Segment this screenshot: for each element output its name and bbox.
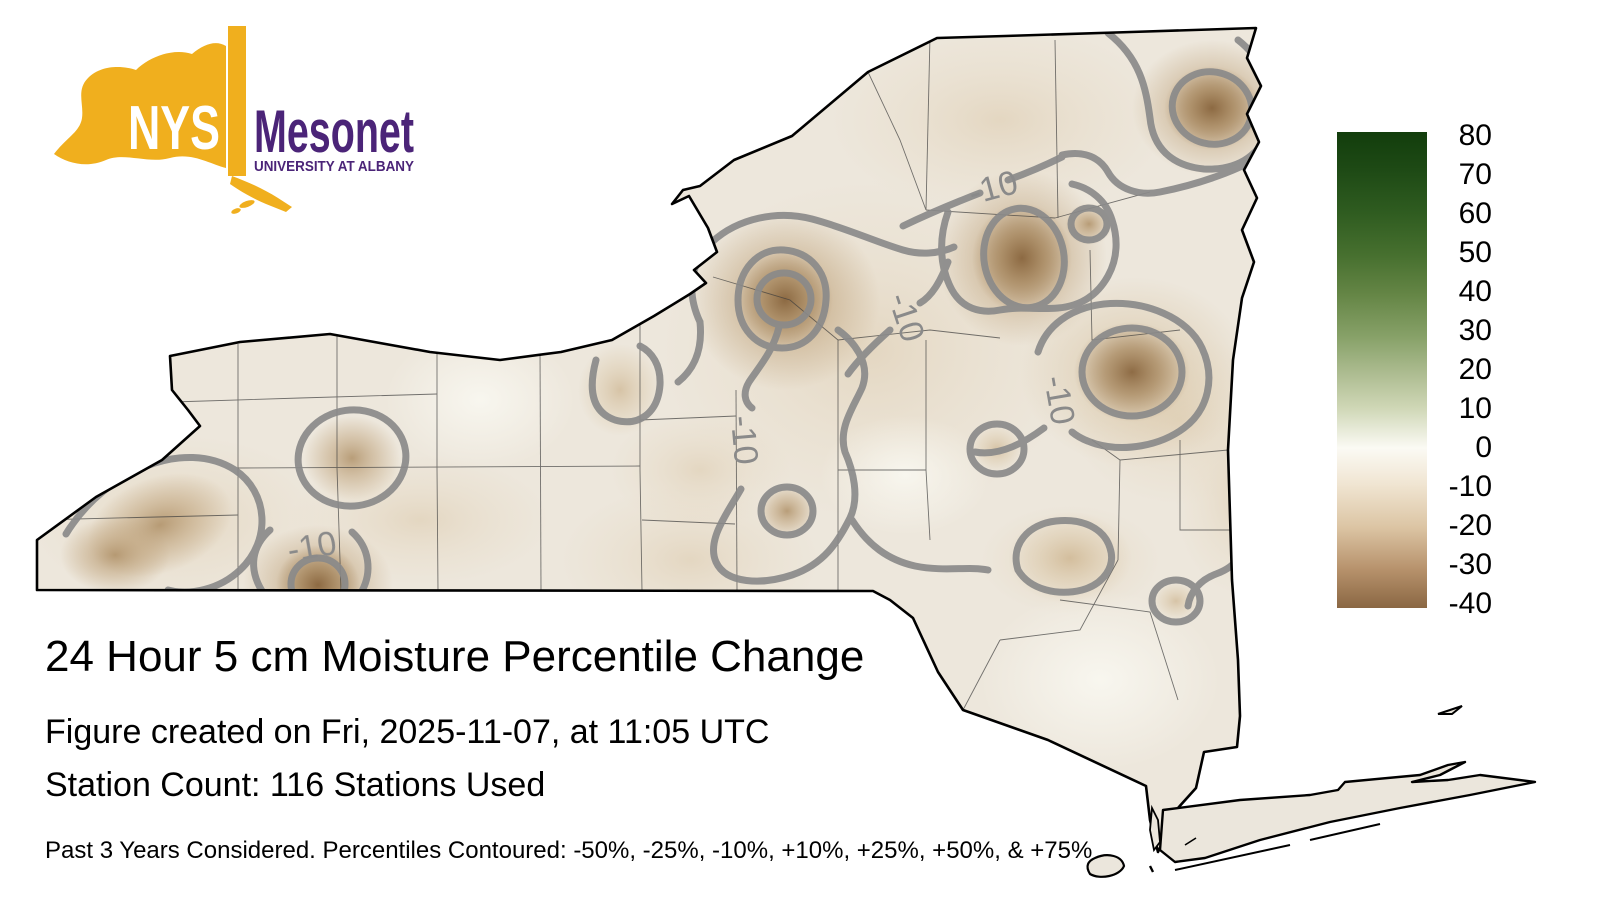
contour-label: -10 (285, 524, 340, 570)
figure-title: 24 Hour 5 cm Moisture Percentile Change (45, 632, 865, 681)
colorbar-tick: -20 (1448, 509, 1492, 542)
long-island (1158, 760, 1537, 864)
colorbar-tick: 70 (1458, 158, 1492, 191)
colorbar-gradient (1337, 132, 1427, 608)
barrier-island-line (1174, 844, 1291, 871)
colorbar-tick: 50 (1458, 236, 1492, 269)
colorbar-tick: 40 (1458, 275, 1492, 308)
logo-nys-text: NYS (128, 94, 220, 163)
colorbar-tick: -10 (1448, 470, 1492, 503)
logo-long-island (230, 176, 292, 212)
created-timestamp-line: Figure created on Fri, 2025-11-07, at 11… (45, 713, 770, 751)
colorbar-tick: -40 (1448, 587, 1492, 620)
station-count-line: Station Count: 116 Stations Used (45, 766, 546, 804)
barrier-island-line (1309, 823, 1381, 841)
small-island (1437, 705, 1463, 715)
colorbar-tick: 10 (1458, 392, 1492, 425)
ny-state-gold-shape (54, 26, 292, 214)
nys-mesonet-logo: NYS Mesonet UNIVERSITY AT ALBANY (54, 26, 414, 214)
colorbar-tick: 80 (1458, 119, 1492, 152)
small-islet (1148, 865, 1155, 873)
contour-label: -10 (723, 414, 765, 466)
colorbar-tick: 20 (1458, 353, 1492, 386)
colorbar-tick: 60 (1458, 197, 1492, 230)
manhattan (1149, 804, 1161, 853)
contour-label: -10 (1036, 373, 1082, 428)
colorbar-tick: 30 (1458, 314, 1492, 347)
logo-mesonet-text: Mesonet (254, 98, 414, 165)
colorbar-tick: 0 (1475, 431, 1492, 464)
staten-island (1086, 854, 1126, 878)
logo-subtitle-text: UNIVERSITY AT ALBANY (254, 158, 414, 175)
logo-bar (228, 26, 246, 176)
county-line-li (1184, 837, 1197, 846)
percentiles-footnote: Past 3 Years Considered. Percentiles Con… (45, 837, 1093, 864)
colorbar-tick: -30 (1448, 548, 1492, 581)
